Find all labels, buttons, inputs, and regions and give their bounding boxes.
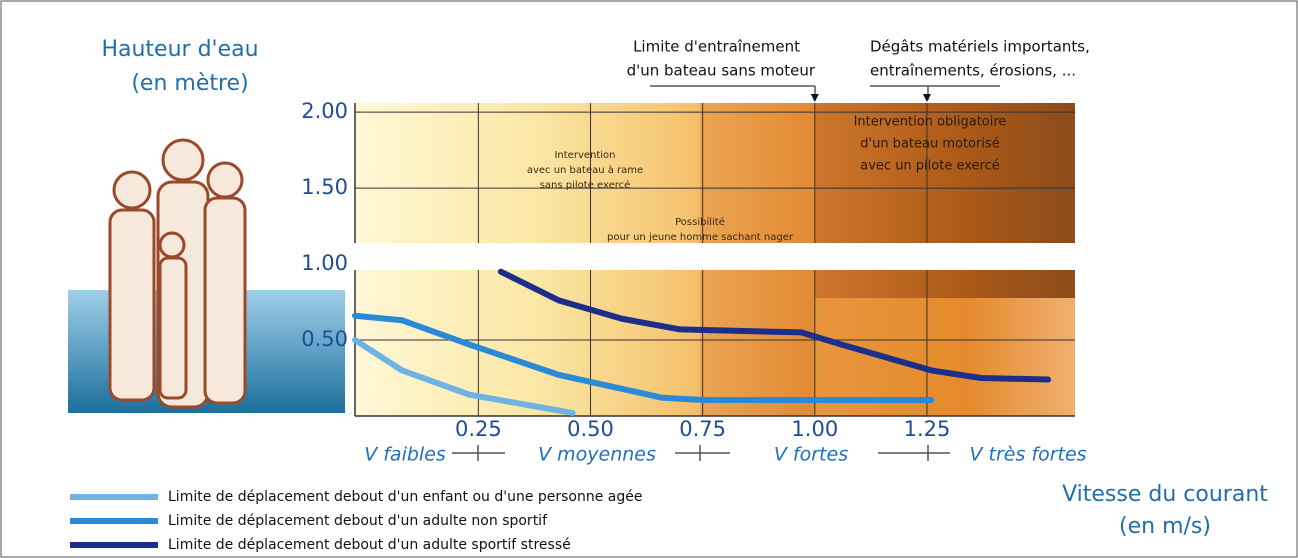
annotation: d'un bateau sans moteur — [627, 62, 816, 80]
zone-label: avec un bateau à rame — [527, 164, 643, 176]
series-line — [352, 312, 935, 404]
zone-label: Intervention obligatoire — [854, 115, 1007, 130]
series-line — [497, 268, 1052, 383]
zone-label: sans pilote exercé — [540, 179, 631, 191]
zone-label: avec un pilote exercé — [860, 159, 999, 174]
annotation-arrow — [810, 94, 819, 102]
x-tick-label: 1.00 — [791, 417, 838, 441]
y-tick-label: 0.50 — [301, 327, 348, 351]
y-title: Hauteur d'eau — [101, 37, 258, 62]
y-tick-label: 1.50 — [301, 175, 348, 199]
y-tick-label: 1.00 — [301, 251, 348, 275]
annotation: Dégâts matériels importants, — [870, 38, 1090, 56]
zone-label: pour un jeune homme sachant nager — [607, 232, 794, 243]
x-unit: (en m/s) — [1119, 514, 1211, 539]
annotation-arrow — [922, 94, 931, 102]
family-illustration — [68, 138, 345, 413]
speed-class: V très fortes — [969, 444, 1086, 466]
x-tick-label: 0.75 — [679, 417, 726, 441]
legend-label: Limite de déplacement debout d'un adulte… — [168, 537, 571, 553]
speed-class: V fortes — [774, 444, 848, 466]
annotation: entraînements, érosions, ... — [870, 62, 1076, 80]
annotation: Limite d'entraînement — [633, 38, 800, 56]
speed-class: V moyennes — [538, 444, 656, 466]
x-tick-label: 0.50 — [567, 417, 614, 441]
legend-label: Limite de déplacement debout d'un enfant… — [168, 489, 643, 505]
x-tick-label: 0.25 — [455, 417, 502, 441]
y-tick-label: 2.00 — [301, 99, 348, 123]
zone-label: d'un bateau motorisé — [860, 137, 999, 152]
series-line — [352, 337, 576, 416]
speed-separators — [452, 85, 1000, 461]
zone-label: Possibilité — [675, 216, 725, 228]
zone-label: Intervention — [554, 150, 615, 161]
legend-label: Limite de déplacement debout d'un adulte… — [168, 513, 548, 529]
occlusion — [350, 243, 1080, 270]
speed-class: V faibles — [364, 444, 446, 466]
x-title: Vitesse du courant — [1062, 482, 1268, 507]
y-unit: (en mètre) — [131, 71, 248, 96]
x-tick-label: 1.25 — [904, 417, 951, 441]
